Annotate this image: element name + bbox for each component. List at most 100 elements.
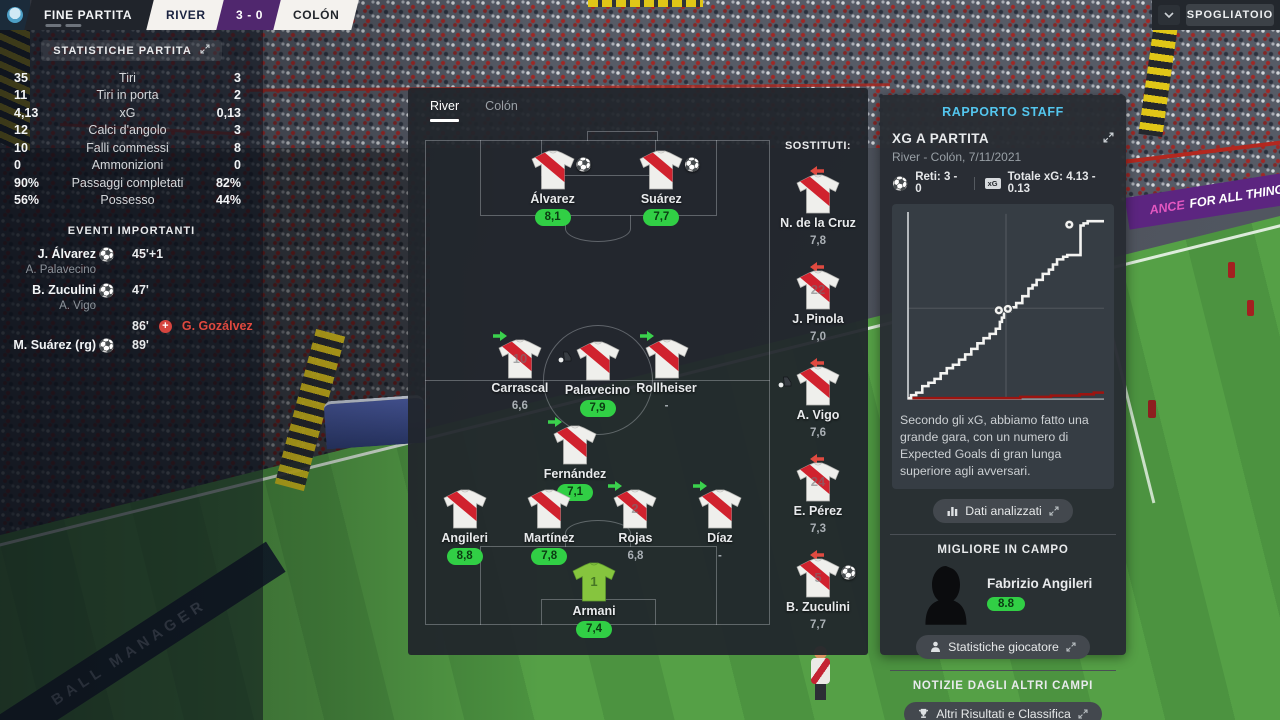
player-rating-badge: 7,7 <box>643 208 680 226</box>
player-shirt: 24 <box>795 462 841 502</box>
stand-detail <box>588 0 703 7</box>
best-player-name: Fabrizio Angileri <box>987 575 1093 591</box>
xg-line-coln <box>908 391 1104 400</box>
stat-away-value: 2 <box>234 88 241 103</box>
stat-away-value: 0,13 <box>216 105 241 120</box>
substituted-on-arrow-icon <box>810 163 824 181</box>
sub-b-zuculini[interactable]: 5 ⚽ B. Zuculini 7,7 <box>775 547 861 634</box>
top-right-bar: SPOGLIATOIO <box>1152 0 1280 30</box>
bar-chart-icon <box>947 507 958 517</box>
stat-home-value: 4,13 <box>14 105 39 120</box>
player-su-rez[interactable]: ⚽ Suárez 7,7 <box>611 150 711 226</box>
trophy-icon <box>919 709 929 719</box>
goal-icon: ⚽ <box>98 246 116 262</box>
xg-total-label: Totale xG: 4.13 - 0.13 <box>1007 171 1096 195</box>
player-shirt <box>778 366 841 406</box>
player-name: B. Zuculini <box>786 600 850 614</box>
player-fern-ndez[interactable]: Fernández 7,1 <box>525 417 625 502</box>
player-name: Carrascal <box>491 380 549 395</box>
expand-icon <box>1078 709 1088 719</box>
stat-away-value: 3 <box>234 123 241 138</box>
stat-away-value: 8 <box>234 140 241 155</box>
stat-label: Passaggi completati <box>71 175 184 190</box>
stat-label: Calci d'angolo <box>88 123 167 138</box>
sub-n-de-la-cruz[interactable]: N. de la Cruz 7,8 <box>775 163 861 250</box>
score-label: 3 - 0 <box>235 8 263 22</box>
events-list: J. Álvarez ⚽ 45'+1 A. Palavecino B. Zuculini… <box>0 247 263 352</box>
svg-text:24: 24 <box>811 474 826 489</box>
event-row: M. Suárez (rg) ⚽ 89' <box>0 338 263 352</box>
goal-top <box>587 131 659 141</box>
stat-label: Tiri in porta <box>96 88 159 103</box>
stat-away-value: 44% <box>215 193 241 208</box>
substituted-off-arrow-icon <box>608 478 623 496</box>
assist-icon <box>558 350 572 368</box>
best-player-row[interactable]: Fabrizio Angileri 8.8 <box>892 563 1114 625</box>
event-player: M. Suárez (rg) <box>13 338 96 352</box>
xg-meta-row: ⚽ Reti: 3 - 0 xG Totale xG: 4.13 - 0.13 <box>892 171 1114 195</box>
player--lvarez[interactable]: ⚽ Álvarez 8,1 <box>503 150 603 226</box>
player-rating: - <box>664 399 669 412</box>
event-time-cell: 89' <box>118 338 263 352</box>
stat-label: Falli commessi <box>86 140 169 155</box>
player-shirt: 22 <box>795 270 841 310</box>
xg-card-title: XG A PARTITA <box>892 131 990 146</box>
sub-a-vigo[interactable]: A. Vigo 7,6 <box>775 355 861 442</box>
player-name: Rojas <box>618 531 653 546</box>
expand-icon <box>1066 642 1076 652</box>
player-figure <box>1228 262 1235 278</box>
home-team[interactable]: RIVER <box>146 0 226 30</box>
mascot <box>806 646 836 716</box>
player-rating: - <box>718 550 722 563</box>
event-time-cell: 47' <box>118 283 263 297</box>
chevron-down-icon[interactable] <box>1158 5 1180 25</box>
player-rollheiser[interactable]: Rollheiser - <box>617 330 717 415</box>
player-palavecino[interactable]: Palavecino 7,9 <box>548 341 648 418</box>
tab-river[interactable]: River <box>430 99 459 122</box>
player-shirt <box>526 489 572 529</box>
tab-colon[interactable]: Colón <box>485 99 518 113</box>
expand-icon <box>1049 506 1059 516</box>
sub-j-pinola[interactable]: 22 J. Pinola 7,0 <box>775 259 861 346</box>
xg-chart-svg <box>907 211 1104 401</box>
svg-text:5: 5 <box>814 570 821 585</box>
dressing-room-button[interactable]: SPOGLIATOIO <box>1186 4 1274 26</box>
substituted-off-arrow-icon <box>692 478 707 496</box>
sub-e-p-rez[interactable]: 24 E. Pérez 7,3 <box>775 451 861 538</box>
other-results-label: Altri Risultati e Classifica <box>936 706 1071 720</box>
player-rojas[interactable]: 2 Rojas 6,8 <box>585 481 685 565</box>
stat-away-value: 82% <box>215 175 241 190</box>
player-rating: 7,6 <box>810 427 826 439</box>
penalty-arc-top <box>564 215 631 243</box>
match-status: FINE PARTITA <box>24 0 156 30</box>
stat-label: xG <box>119 105 136 120</box>
stats-title-button[interactable]: STATISTICHE PARTITA <box>41 40 222 61</box>
event-row: J. Álvarez ⚽ 45'+1 <box>0 247 263 261</box>
substituted-off-arrow-icon <box>548 414 563 432</box>
substituted-off-arrow-icon <box>639 328 654 346</box>
stat-home-value: 90% <box>14 175 40 190</box>
dressing-room-label: SPOGLIATOIO <box>1186 9 1274 21</box>
player-rating-badge: 8,8 <box>446 548 483 566</box>
person-icon <box>931 642 941 653</box>
best-player-rating-badge: 8.8 <box>987 596 1025 611</box>
away-team[interactable]: COLÓN <box>273 0 359 30</box>
player-name: Díaz <box>707 531 733 546</box>
ad-text: FOR ALL THINGS <box>1188 180 1280 211</box>
penalty-arc-bottom <box>564 520 631 548</box>
stats-title-label: STATISTICHE PARTITA <box>53 44 192 57</box>
stat-row: 0 Ammonizioni 0 <box>0 157 263 175</box>
analyzed-data-button[interactable]: Dati analizzati <box>933 498 1073 523</box>
other-results-button[interactable]: Altri Risultati e Classifica <box>904 701 1102 720</box>
assist-icon <box>778 375 792 393</box>
player-mart-nez[interactable]: Martínez 7,8 <box>499 489 599 566</box>
player-d-az[interactable]: Díaz - <box>670 481 770 565</box>
player-shirt <box>795 174 841 214</box>
player-rating-badge: 7,9 <box>579 400 616 418</box>
substituted-on-arrow-icon <box>810 451 824 469</box>
goal-icon: ⚽ <box>98 337 116 353</box>
ad-text: ANCE <box>1148 197 1186 218</box>
expand-icon[interactable] <box>1103 131 1114 146</box>
player-stats-button[interactable]: Statistiche giocatore <box>916 634 1090 659</box>
player-armani[interactable]: 1 Armani 7,4 <box>544 562 644 638</box>
